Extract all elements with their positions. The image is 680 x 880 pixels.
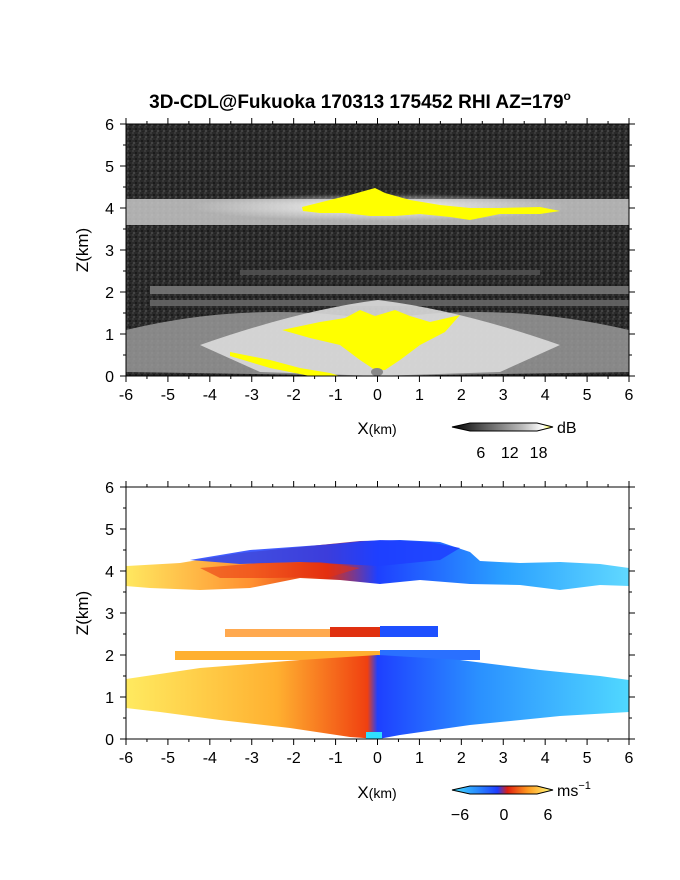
y-tick-label: 2 <box>105 648 114 665</box>
colorbar-tick-label: 6 <box>544 807 553 824</box>
y-tick-label: 0 <box>105 732 114 749</box>
x-tick-label: 3 <box>499 387 508 404</box>
x-tick-label: -2 <box>287 750 301 767</box>
velocity-layer-2km <box>175 651 380 660</box>
x-tick-label: 4 <box>541 387 550 404</box>
y-tick-label: 0 <box>105 369 114 386</box>
reflectivity-plot-area <box>126 124 629 376</box>
x-tick-label: 2 <box>457 750 466 767</box>
reflectivity-saturated-low <box>282 310 460 370</box>
velocity-colorbar-bar <box>451 785 554 795</box>
velocity-y-axis: 0 1 2 3 4 5 6 <box>105 480 635 749</box>
velocity-colorbar: ms−1 −6 0 6 <box>451 780 591 824</box>
velocity-layer-4km-red <box>200 562 360 578</box>
x-tick-label: 6 <box>625 387 634 404</box>
x-tick-label: -2 <box>287 387 301 404</box>
x-tick-label: -5 <box>161 387 175 404</box>
x-tick-label: 3 <box>499 750 508 767</box>
x-tick-label: -6 <box>119 387 133 404</box>
x-tick-label: -1 <box>328 387 342 404</box>
reflectivity-colorbar-unit: dB <box>557 420 577 437</box>
colorbar-tick-label: 6 <box>476 445 485 462</box>
y-tick-label: 2 <box>105 285 114 302</box>
reflectivity-x-axis: -6 -5 -4 -3 -2 -1 0 1 2 3 4 5 6 <box>119 118 634 404</box>
y-tick-label: 5 <box>105 522 114 539</box>
velocity-layer-low <box>126 655 629 739</box>
reflectivity-y-label: Z(km) <box>73 228 92 272</box>
y-tick-label: 5 <box>105 159 114 176</box>
x-tick-label: -4 <box>203 387 217 404</box>
y-tick-label: 1 <box>105 690 114 707</box>
x-tick-label: -1 <box>328 750 342 767</box>
x-tick-label: 4 <box>541 750 550 767</box>
velocity-x-axis: -6 -5 -4 -3 -2 -1 0 1 2 3 4 5 6 <box>119 481 634 767</box>
velocity-colorbar-unit: ms−1 <box>557 780 591 800</box>
x-tick-label: -5 <box>161 750 175 767</box>
colorbar-tick-label: 18 <box>530 445 548 462</box>
velocity-layer-2-5km-blue <box>380 626 438 637</box>
x-tick-label: -3 <box>245 387 259 404</box>
x-tick-label: 0 <box>373 750 382 767</box>
x-tick-label: 5 <box>583 750 592 767</box>
colorbar-tick-label: 0 <box>500 807 509 824</box>
velocity-x-label: X(km) <box>357 783 396 802</box>
y-tick-label: 6 <box>105 117 114 134</box>
colorbar-tick-label: −6 <box>451 807 469 824</box>
reflectivity-colorbar-bar <box>451 422 554 432</box>
y-tick-label: 3 <box>105 606 114 623</box>
y-tick-label: 4 <box>105 564 114 581</box>
velocity-surface-cyan <box>366 732 382 739</box>
x-tick-label: 1 <box>415 387 424 404</box>
chart-title: 3D-CDL@Fukuoka 170313 175452 RHI AZ=179o <box>149 89 571 113</box>
y-tick-label: 1 <box>105 327 114 344</box>
y-tick-label: 6 <box>105 480 114 497</box>
x-tick-label: -3 <box>245 750 259 767</box>
colorbar-tick-label: 12 <box>501 445 519 462</box>
y-tick-label: 4 <box>105 201 114 218</box>
velocity-plot-area <box>126 487 629 739</box>
velocity-layer-2km-blue <box>380 650 480 660</box>
x-tick-label: -4 <box>203 750 217 767</box>
radar-site-marker <box>371 368 383 376</box>
reflectivity-y-axis: 0 1 2 3 4 5 6 <box>105 117 635 386</box>
reflectivity-layer-2km <box>150 286 629 294</box>
x-tick-label: 5 <box>583 387 592 404</box>
velocity-layer-4km-upper-blue <box>190 540 460 566</box>
x-tick-label: 0 <box>373 387 382 404</box>
reflectivity-layer-2-4km <box>240 270 540 275</box>
velocity-layer-2-5km-red <box>330 627 380 637</box>
reflectivity-x-label: X(km) <box>357 419 396 438</box>
velocity-y-label: Z(km) <box>73 591 92 635</box>
reflectivity-saturated-4km <box>302 188 560 220</box>
reflectivity-saturated-surface <box>230 352 340 376</box>
x-tick-label: 2 <box>457 387 466 404</box>
x-tick-label: -6 <box>119 750 133 767</box>
y-tick-label: 3 <box>105 243 114 260</box>
reflectivity-colorbar: dB 6 12 18 <box>451 420 577 462</box>
velocity-layer-2-5km <box>225 629 385 637</box>
x-tick-label: 1 <box>415 750 424 767</box>
x-tick-label: 6 <box>625 750 634 767</box>
